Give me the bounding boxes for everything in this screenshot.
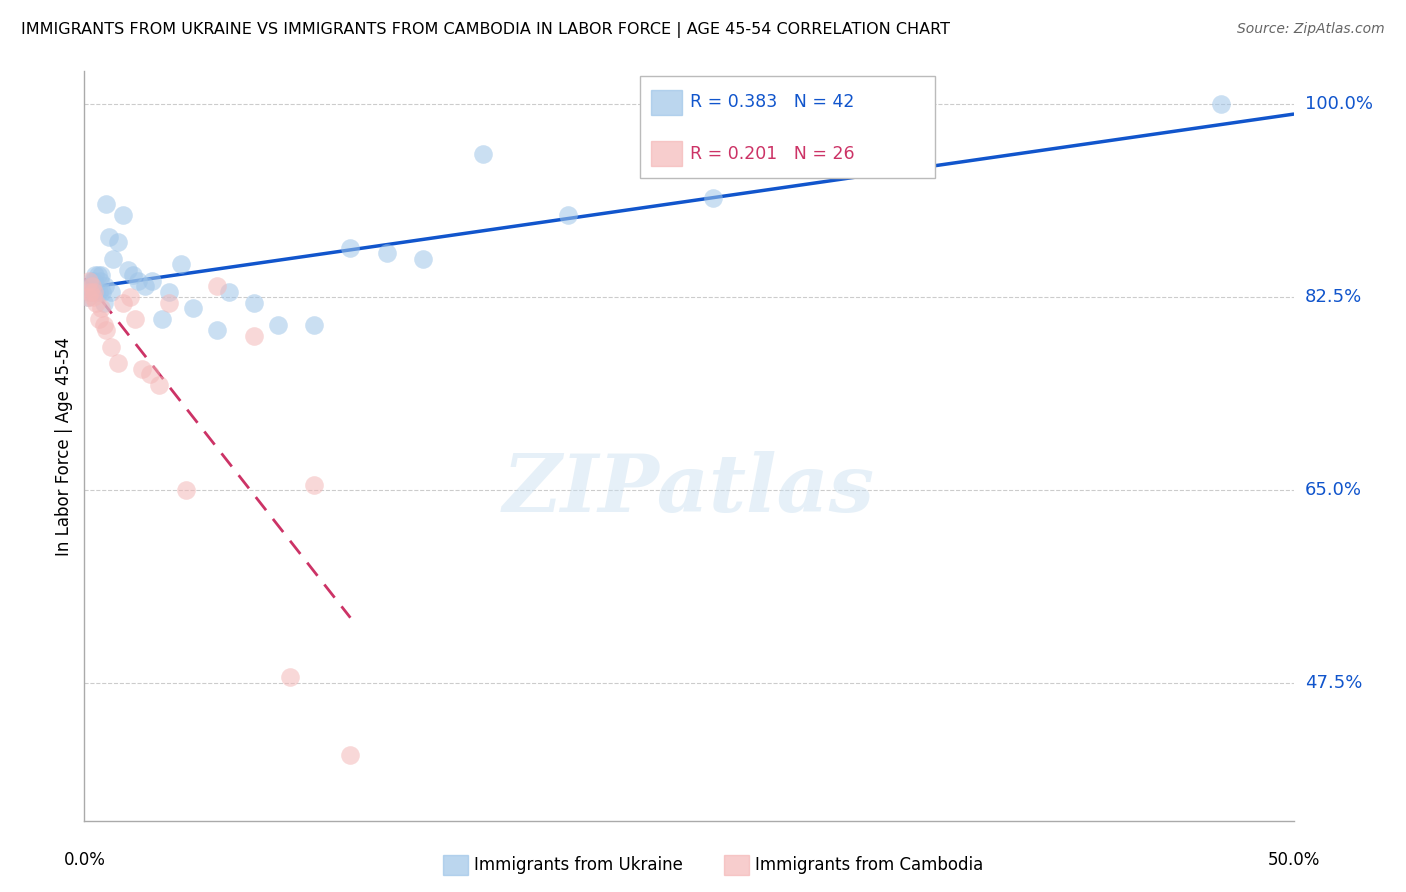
Point (90, 301, 112, 316)
Point (86, 268, 108, 283)
Point (121, 268, 143, 283)
Point (87, 285, 110, 299)
Point (339, 747, 361, 762)
Point (412, 252, 434, 266)
Point (278, 670, 301, 684)
Point (148, 378, 170, 392)
Point (242, 328, 264, 343)
Point (84, 268, 107, 283)
Text: 65.0%: 65.0% (1305, 481, 1361, 500)
Point (339, 241, 361, 255)
Point (82, 279, 104, 293)
Point (557, 208, 579, 222)
Point (93, 318, 115, 332)
Point (80, 279, 103, 293)
Point (83, 274, 105, 288)
Point (77, 274, 100, 288)
Point (157, 295, 180, 310)
Point (112, 208, 135, 222)
Text: 47.5%: 47.5% (1305, 673, 1362, 692)
Text: 50.0%: 50.0% (1267, 851, 1320, 869)
Point (127, 274, 149, 288)
Point (131, 362, 153, 376)
Text: 0.0%: 0.0% (63, 851, 105, 869)
Point (207, 279, 229, 293)
Point (77, 290, 100, 304)
Point (181, 301, 204, 316)
Point (375, 246, 398, 260)
Point (91, 285, 114, 299)
Point (242, 295, 264, 310)
Text: R = 0.383   N = 42: R = 0.383 N = 42 (690, 94, 855, 112)
Point (94, 323, 117, 337)
Text: R = 0.201   N = 26: R = 0.201 N = 26 (690, 145, 855, 162)
Point (120, 290, 142, 304)
Point (80, 274, 103, 288)
Point (97, 229, 120, 244)
Point (87, 312, 110, 326)
Point (94, 196, 117, 211)
Point (79, 279, 101, 293)
Point (134, 279, 156, 293)
Point (124, 312, 146, 326)
Text: Immigrants from Cambodia: Immigrants from Cambodia (755, 856, 983, 874)
Point (150, 312, 173, 326)
Point (207, 323, 229, 337)
Text: Immigrants from Ukraine: Immigrants from Ukraine (474, 856, 683, 874)
Point (86, 285, 108, 299)
Point (86, 295, 108, 310)
Y-axis label: In Labor Force | Age 45-54: In Labor Force | Age 45-54 (55, 336, 73, 556)
Point (157, 285, 180, 299)
Text: Source: ZipAtlas.com: Source: ZipAtlas.com (1237, 22, 1385, 37)
Point (141, 274, 163, 288)
Point (100, 285, 122, 299)
Text: 82.5%: 82.5% (1305, 288, 1362, 306)
Point (82, 290, 104, 304)
Point (77, 285, 100, 299)
Point (267, 318, 290, 332)
Point (302, 477, 325, 491)
Point (702, 191, 724, 205)
Point (117, 262, 139, 277)
Point (103, 252, 125, 266)
Point (79, 285, 101, 299)
Point (83, 285, 105, 299)
Point (138, 368, 160, 382)
Point (90, 268, 112, 283)
Point (107, 235, 129, 249)
Point (107, 356, 129, 370)
Point (1209, 97, 1232, 112)
Text: ZIPatlas: ZIPatlas (503, 451, 875, 529)
Point (218, 285, 240, 299)
Point (472, 147, 495, 161)
Point (93, 295, 115, 310)
Point (112, 295, 135, 310)
Point (100, 340, 122, 354)
Point (170, 257, 193, 271)
Point (302, 318, 325, 332)
Text: IMMIGRANTS FROM UKRAINE VS IMMIGRANTS FROM CAMBODIA IN LABOR FORCE | AGE 45-54 C: IMMIGRANTS FROM UKRAINE VS IMMIGRANTS FR… (21, 22, 950, 38)
Point (174, 483, 197, 497)
Point (94, 279, 117, 293)
Point (89, 274, 111, 288)
Point (77, 290, 100, 304)
Text: 100.0%: 100.0% (1305, 95, 1372, 113)
